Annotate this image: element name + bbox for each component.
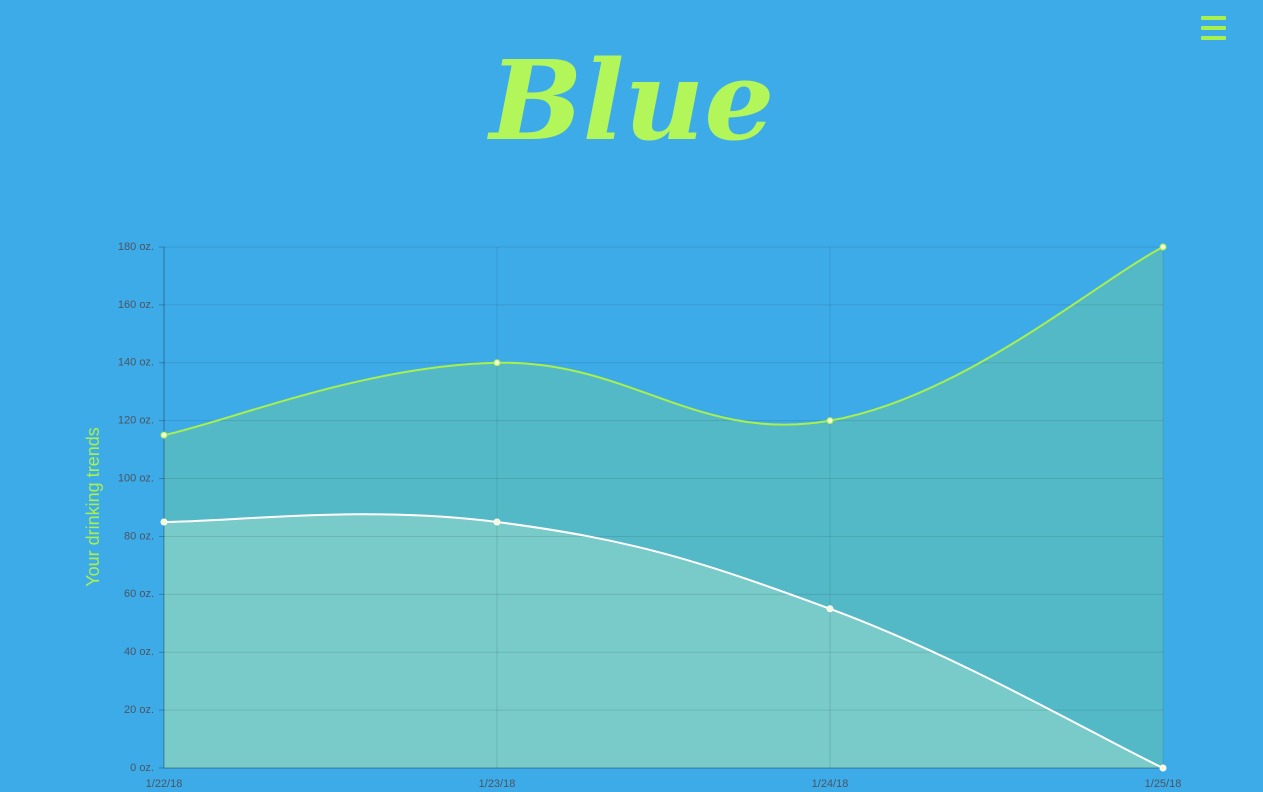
y-tick-label: 140 oz. (118, 357, 154, 369)
y-tick-label: 180 oz. (118, 241, 154, 253)
point (1159, 243, 1167, 251)
menu-button[interactable] (1201, 16, 1226, 40)
menu-bar (1201, 26, 1226, 30)
y-axis-label: Your drinking trends (83, 427, 103, 586)
y-tick-label: 0 oz. (130, 762, 154, 774)
point (826, 417, 834, 425)
line (163, 513, 1164, 769)
y-tick-label: 160 oz. (118, 299, 154, 311)
x-tick-label: 1/25/18 (1145, 778, 1182, 790)
area (164, 514, 1163, 768)
line (163, 246, 1164, 437)
point (160, 518, 168, 526)
x-tick-label: 1/23/18 (479, 778, 516, 790)
menu-bar (1201, 16, 1226, 20)
y-tick-label: 20 oz. (124, 704, 154, 716)
x-tick-label: 1/24/18 (812, 778, 849, 790)
y-tick-label: 120 oz. (118, 415, 154, 427)
point (493, 518, 501, 526)
y-tick-label: 100 oz. (118, 472, 154, 484)
y-tick-label: 40 oz. (124, 646, 154, 658)
y-tick-label: 80 oz. (124, 530, 154, 542)
x-tick-label: 1/22/18 (146, 778, 183, 790)
y-tick-label: 60 oz. (124, 588, 154, 600)
point (160, 431, 168, 439)
menu-bar (1201, 36, 1226, 40)
point (826, 605, 834, 613)
app-title: Blue (487, 36, 775, 165)
point (493, 359, 501, 367)
point (1159, 764, 1167, 772)
